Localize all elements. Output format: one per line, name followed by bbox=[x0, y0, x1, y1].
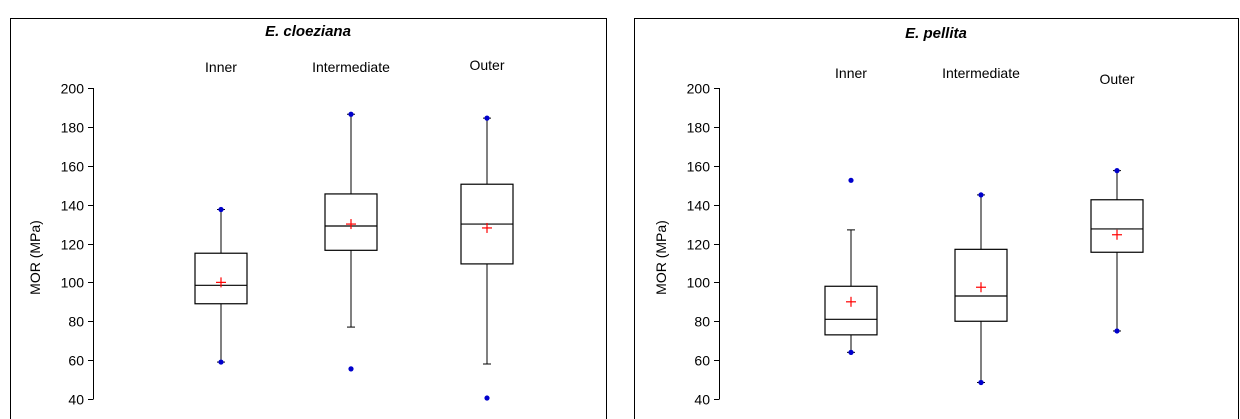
max-point bbox=[1114, 168, 1120, 174]
y-tick-label: 200 bbox=[61, 81, 85, 97]
max-point bbox=[484, 115, 490, 121]
chart-panel-1: E. cloeziana 40 60 80 100 120 140 160 180 200 MOR … bbox=[10, 18, 607, 419]
group-label: Outer bbox=[1099, 71, 1134, 87]
y-tick-label: 160 bbox=[61, 159, 85, 175]
y-tick-label: 60 bbox=[694, 353, 710, 369]
max-point bbox=[978, 192, 984, 198]
y-tick-label: 100 bbox=[61, 275, 85, 291]
chart-title: E. pellita bbox=[905, 25, 967, 42]
group-label: Outer bbox=[469, 57, 504, 73]
y-axis-label: MOR (MPa) bbox=[653, 220, 669, 295]
group-label: Intermediate bbox=[312, 59, 390, 75]
box-group-outer: Outer bbox=[1090, 71, 1144, 334]
box-iqr bbox=[954, 248, 1008, 322]
y-tick-label: 80 bbox=[694, 314, 710, 330]
y-tick-label: 100 bbox=[687, 275, 711, 291]
min-point bbox=[978, 379, 984, 386]
y-tick-label: 180 bbox=[687, 120, 711, 136]
y-axis-label: MOR (MPa) bbox=[27, 220, 43, 295]
max-point bbox=[218, 206, 224, 213]
chart-title: E. cloeziana bbox=[265, 23, 351, 40]
box-iqr bbox=[194, 252, 248, 305]
box-group-outer: Outer bbox=[460, 57, 514, 401]
min-point bbox=[1114, 328, 1120, 334]
y-tick-label: 60 bbox=[68, 353, 84, 369]
y-tick-label: 140 bbox=[61, 198, 85, 214]
min-point bbox=[348, 366, 354, 372]
box-group-inner: Inner bbox=[824, 65, 878, 355]
y-tick-label: 200 bbox=[687, 81, 711, 97]
box-iqr bbox=[824, 285, 878, 336]
y-tick-label: 140 bbox=[687, 198, 711, 214]
box-group-intermediate: Intermediate bbox=[312, 59, 390, 372]
min-point bbox=[848, 349, 854, 355]
min-point bbox=[484, 395, 490, 401]
y-tick-label: 120 bbox=[687, 237, 711, 253]
group-label: Intermediate bbox=[942, 65, 1020, 81]
y-tick-label: 80 bbox=[68, 314, 84, 330]
group-label: Inner bbox=[835, 65, 867, 81]
chart-panel-2: E. pellita 40 60 80 100 120 140 160 180 200 MOR (M… bbox=[634, 18, 1239, 419]
y-tick-label: 180 bbox=[61, 120, 85, 136]
y-tick-label: 120 bbox=[61, 237, 85, 253]
min-point bbox=[218, 359, 224, 365]
box-iqr bbox=[324, 193, 378, 251]
box-group-intermediate: Intermediate bbox=[942, 65, 1020, 386]
box-iqr bbox=[1090, 199, 1144, 253]
y-tick-label: 40 bbox=[694, 392, 710, 408]
max-point bbox=[848, 177, 854, 183]
panel-frame bbox=[634, 18, 1239, 419]
y-tick-label: 40 bbox=[68, 392, 84, 408]
panel-frame bbox=[10, 18, 607, 419]
max-point bbox=[348, 111, 354, 117]
box-group-inner: Inner bbox=[194, 59, 248, 365]
y-tick-label: 160 bbox=[687, 159, 711, 175]
group-label: Inner bbox=[205, 59, 237, 75]
